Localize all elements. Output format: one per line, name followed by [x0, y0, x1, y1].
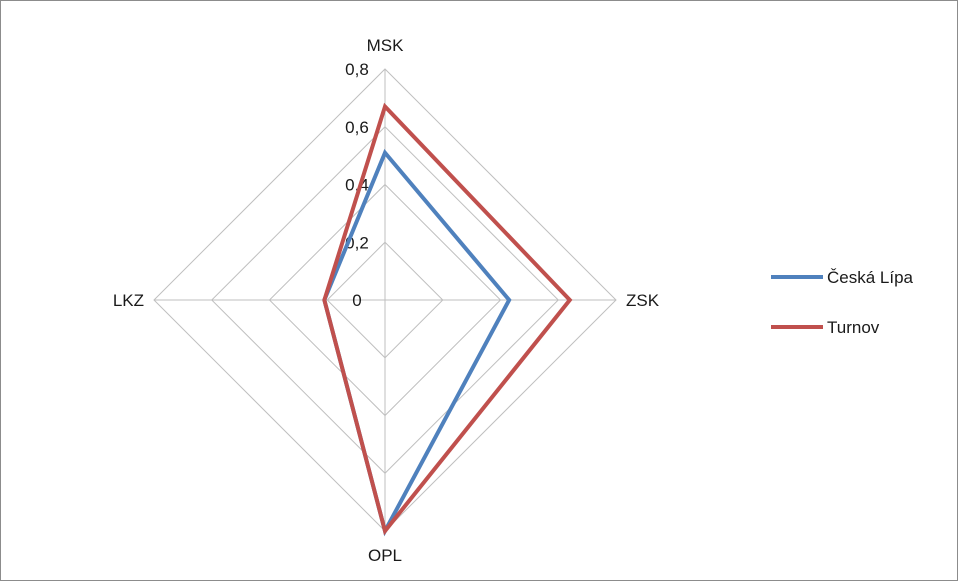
- tick-label: 0,6: [345, 118, 369, 137]
- category-label-lkz: LKZ: [113, 291, 144, 310]
- category-label-opl: OPL: [368, 546, 402, 565]
- legend-label-0: Česká Lípa: [827, 268, 914, 287]
- series-line-1: [324, 107, 569, 531]
- category-label-zsk: ZSK: [626, 291, 660, 310]
- legend-label-1: Turnov: [827, 318, 880, 337]
- tick-label: 0,8: [345, 60, 369, 79]
- tick-label: 0: [352, 291, 361, 310]
- category-label-msk: MSK: [367, 36, 405, 55]
- series: [324, 107, 569, 531]
- legend: Česká Lípa Turnov: [771, 268, 914, 337]
- grid: [154, 69, 616, 531]
